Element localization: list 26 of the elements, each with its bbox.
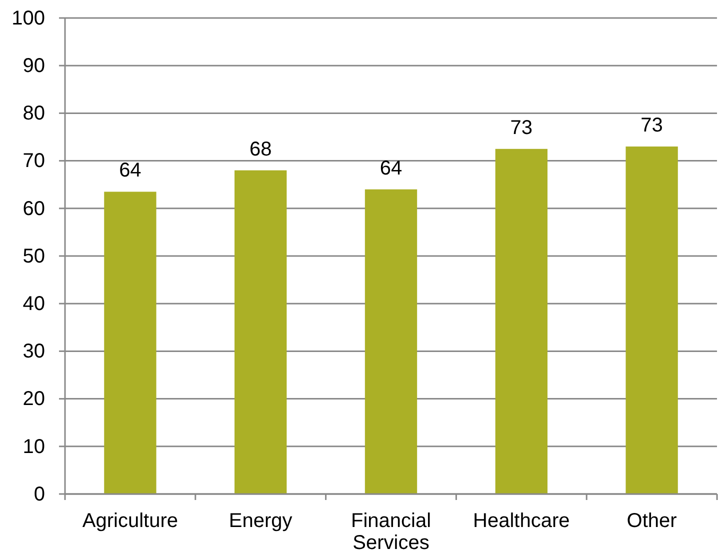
bar: [104, 192, 156, 494]
y-tick-label: 40: [22, 293, 45, 315]
data-label: 73: [640, 114, 663, 137]
y-tick-label: 0: [34, 483, 45, 506]
x-tick-label: Financial Services: [350, 510, 432, 554]
y-tick-label: 20: [22, 388, 45, 410]
y-tick-label: 50: [22, 245, 45, 268]
x-tick-label: Healthcare: [473, 510, 570, 532]
y-tick-label: 10: [22, 436, 45, 458]
data-label: 64: [380, 157, 402, 180]
bar: [234, 170, 287, 494]
x-tick-label: Agriculture: [82, 510, 178, 532]
data-label: 68: [249, 138, 272, 160]
y-tick-label: 60: [22, 198, 45, 220]
y-tick-label: 70: [22, 150, 45, 172]
bar: [626, 146, 678, 494]
y-tick-label: 100: [12, 7, 45, 30]
x-tick-label: Energy: [228, 510, 292, 532]
y-tick-label: 80: [22, 102, 45, 125]
x-tick-label: Other: [626, 510, 678, 532]
data-label: 73: [510, 116, 533, 139]
bar: [364, 189, 418, 494]
y-tick-label: 30: [22, 340, 45, 363]
data-label: 64: [119, 160, 142, 182]
bar: [495, 148, 548, 494]
y-tick-label: 90: [22, 55, 45, 77]
